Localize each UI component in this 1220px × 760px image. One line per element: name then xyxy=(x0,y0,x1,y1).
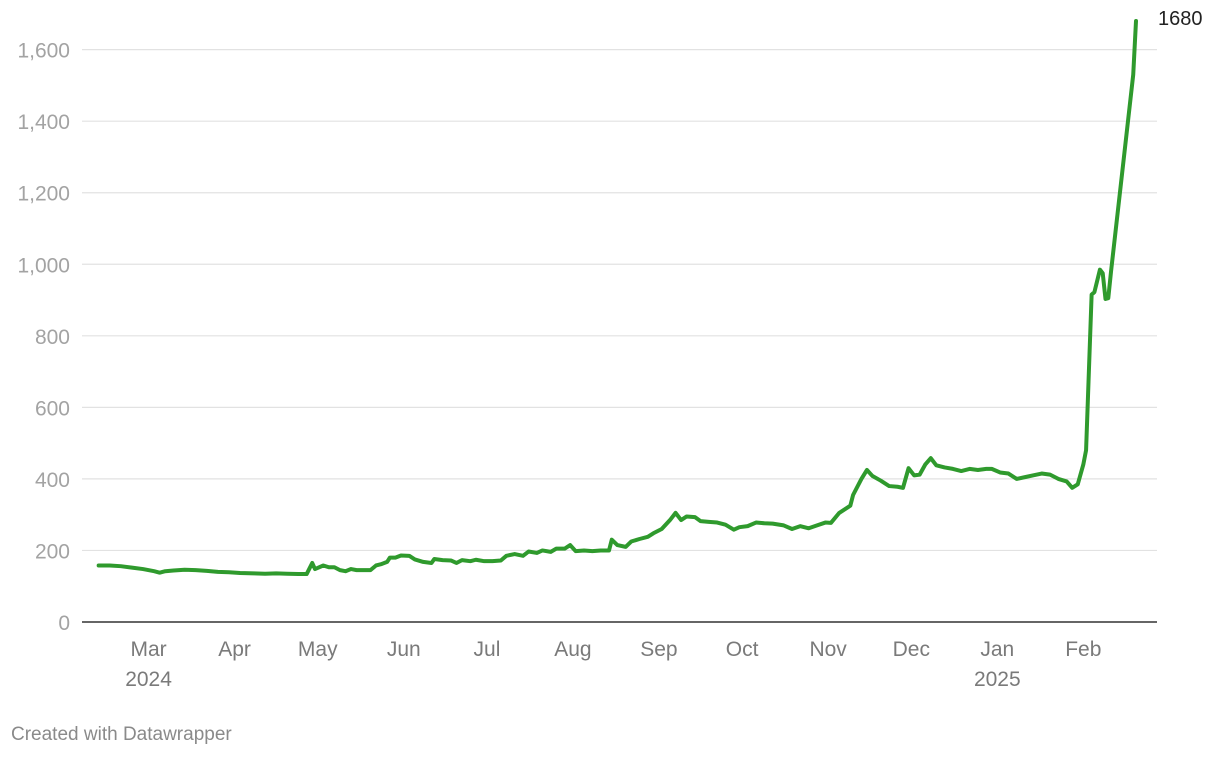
x-tick-label: Nov xyxy=(809,638,847,661)
x-axis-tick-labels: Mar 2024 Apr May Jun Jul Aug Sep Oct Nov Dec Jan 202… xyxy=(125,638,1101,691)
y-tick-label: 1,600 xyxy=(17,40,70,63)
y-tick-label: 400 xyxy=(35,469,70,492)
end-value-label: 1680 xyxy=(1158,8,1203,30)
y-tick-label: 200 xyxy=(35,540,70,563)
y-tick-label: 1,400 xyxy=(17,111,70,134)
x-tick-label: Mar xyxy=(130,638,166,661)
x-tick-label: Dec xyxy=(893,638,930,661)
series-line xyxy=(96,19,1138,577)
x-tick-year-label: 2025 xyxy=(974,668,1021,691)
x-tick-label: Jan xyxy=(980,638,1014,661)
y-axis-tick-labels: 0 200 400 600 800 1,000 1,200 1,400 1,600 xyxy=(17,40,70,635)
x-tick-label: Jun xyxy=(387,638,421,661)
y-gridlines xyxy=(82,49,1157,552)
x-tick-label: Oct xyxy=(726,638,759,661)
x-tick-label: Feb xyxy=(1065,638,1101,661)
x-tick-label: Apr xyxy=(218,638,251,661)
y-tick-label: 800 xyxy=(35,326,70,349)
source-credit: Created with Datawrapper xyxy=(11,724,232,745)
x-tick-label: May xyxy=(298,638,338,661)
y-tick-label: 1,200 xyxy=(17,183,70,206)
x-tick-label: Sep xyxy=(640,638,677,661)
x-tick-label: Aug xyxy=(554,638,591,661)
y-tick-label: 1,000 xyxy=(17,254,70,277)
y-tick-label: 0 xyxy=(58,612,70,635)
x-tick-label: Jul xyxy=(474,638,501,661)
y-tick-label: 600 xyxy=(35,397,70,420)
x-tick-year-label: 2024 xyxy=(125,668,172,691)
